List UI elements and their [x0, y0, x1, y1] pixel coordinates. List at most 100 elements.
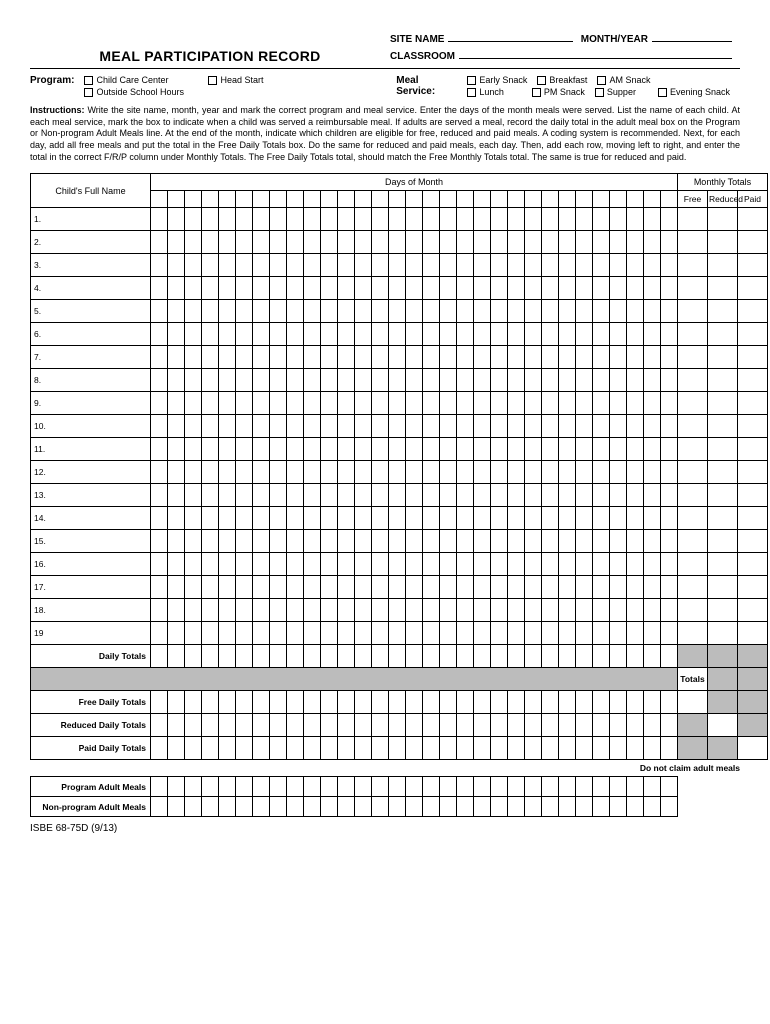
cell[interactable] — [457, 737, 474, 760]
cell[interactable] — [219, 599, 236, 622]
checkbox-pm-snack[interactable]: PM Snack — [532, 87, 585, 97]
cell[interactable] — [644, 346, 661, 369]
cell[interactable] — [253, 576, 270, 599]
cell[interactable] — [559, 622, 576, 645]
cell[interactable] — [236, 484, 253, 507]
cell[interactable] — [253, 553, 270, 576]
cell[interactable] — [508, 777, 525, 797]
cell[interactable] — [372, 553, 389, 576]
cell[interactable] — [338, 461, 355, 484]
cell[interactable] — [372, 599, 389, 622]
cell[interactable] — [627, 369, 644, 392]
cell[interactable] — [627, 346, 644, 369]
cell[interactable] — [644, 737, 661, 760]
cell[interactable] — [627, 438, 644, 461]
cell[interactable] — [185, 254, 202, 277]
cell[interactable] — [593, 346, 610, 369]
cell[interactable] — [423, 231, 440, 254]
cell[interactable] — [338, 415, 355, 438]
cell[interactable] — [151, 645, 168, 668]
cell[interactable] — [321, 622, 338, 645]
cell[interactable] — [219, 208, 236, 231]
cell[interactable] — [151, 415, 168, 438]
cell[interactable] — [372, 346, 389, 369]
cell[interactable] — [440, 507, 457, 530]
cell[interactable] — [610, 392, 627, 415]
cell[interactable] — [406, 530, 423, 553]
cell[interactable] — [559, 553, 576, 576]
cell[interactable] — [678, 622, 708, 645]
cell[interactable] — [678, 553, 708, 576]
cell[interactable] — [253, 645, 270, 668]
cell[interactable] — [372, 323, 389, 346]
day-header[interactable] — [185, 191, 202, 208]
cell[interactable] — [440, 300, 457, 323]
cell[interactable] — [372, 392, 389, 415]
cell[interactable] — [423, 484, 440, 507]
cell[interactable] — [508, 346, 525, 369]
cell[interactable] — [355, 622, 372, 645]
cell[interactable] — [576, 714, 593, 737]
cell[interactable] — [236, 645, 253, 668]
cell[interactable] — [708, 599, 738, 622]
cell[interactable] — [338, 392, 355, 415]
cell[interactable] — [202, 507, 219, 530]
month-year-input[interactable] — [652, 30, 732, 42]
cell[interactable] — [304, 737, 321, 760]
cell[interactable] — [440, 553, 457, 576]
cell[interactable] — [406, 507, 423, 530]
child-name-cell[interactable]: 7. — [31, 346, 151, 369]
cell[interactable] — [542, 346, 559, 369]
cell[interactable] — [389, 714, 406, 737]
cell[interactable] — [525, 254, 542, 277]
cell[interactable] — [508, 553, 525, 576]
cell[interactable] — [627, 553, 644, 576]
cell[interactable] — [338, 553, 355, 576]
cell[interactable] — [287, 622, 304, 645]
cell[interactable] — [389, 553, 406, 576]
cell[interactable] — [202, 323, 219, 346]
cell[interactable] — [457, 645, 474, 668]
cell[interactable] — [202, 714, 219, 737]
cell[interactable] — [474, 691, 491, 714]
cell[interactable] — [338, 645, 355, 668]
cell[interactable] — [491, 507, 508, 530]
cell[interactable] — [151, 797, 168, 817]
cell[interactable] — [440, 645, 457, 668]
cell[interactable] — [287, 369, 304, 392]
cell[interactable] — [610, 622, 627, 645]
cell[interactable] — [185, 277, 202, 300]
cell[interactable] — [355, 277, 372, 300]
cell[interactable] — [168, 208, 185, 231]
cell[interactable] — [457, 507, 474, 530]
cell[interactable] — [406, 208, 423, 231]
cell[interactable] — [168, 576, 185, 599]
cell[interactable] — [253, 254, 270, 277]
child-name-cell[interactable]: 11. — [31, 438, 151, 461]
cell[interactable] — [542, 599, 559, 622]
cell[interactable] — [389, 507, 406, 530]
cell[interactable] — [474, 415, 491, 438]
cell[interactable] — [708, 231, 738, 254]
cell[interactable] — [491, 208, 508, 231]
cell[interactable] — [508, 484, 525, 507]
cell[interactable] — [491, 392, 508, 415]
cell[interactable] — [423, 645, 440, 668]
cell[interactable] — [542, 415, 559, 438]
cell[interactable] — [219, 300, 236, 323]
cell[interactable] — [559, 438, 576, 461]
cell[interactable] — [627, 392, 644, 415]
cell[interactable] — [321, 392, 338, 415]
cell[interactable] — [236, 553, 253, 576]
cell[interactable] — [423, 576, 440, 599]
cell[interactable] — [593, 691, 610, 714]
cell[interactable] — [406, 645, 423, 668]
cell[interactable] — [355, 346, 372, 369]
cell[interactable] — [372, 231, 389, 254]
cell[interactable] — [389, 645, 406, 668]
cell[interactable] — [644, 438, 661, 461]
cell[interactable] — [219, 231, 236, 254]
cell[interactable] — [508, 438, 525, 461]
cell[interactable] — [525, 369, 542, 392]
day-header[interactable] — [423, 191, 440, 208]
